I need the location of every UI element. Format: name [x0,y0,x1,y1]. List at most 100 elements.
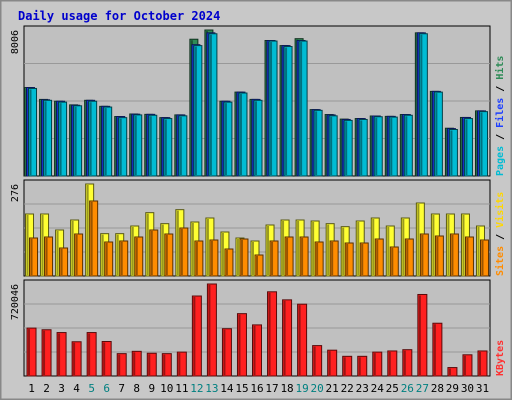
bar-shadow [116,234,119,275]
bar-shadow [420,34,423,175]
bar-visits-sites-16 [254,254,264,277]
bar-visits-sites-24 [374,238,384,277]
legend-separator: / [495,80,506,98]
bar-kbytes-kbytes-3 [56,332,67,377]
bar-hits-pages-25 [388,116,398,177]
bar-kbytes-kbytes-16 [252,324,262,377]
bar-shadow [316,243,319,275]
bar-shadow [283,300,286,375]
legend-hits: Pages / Files / Hits [494,56,506,176]
bar-shadow [466,238,469,275]
bar-shadow [403,350,406,375]
bar-shadow [376,240,379,275]
bar-shadow [462,215,465,275]
bar-hits-pages-30 [463,118,473,177]
bar-shadow [361,244,364,275]
bar-shadow [433,324,436,375]
bar-visits-sites-4 [74,233,84,277]
bar-shadow [206,219,209,275]
bar-kbytes-kbytes-9 [146,352,157,377]
bar-kbytes-kbytes-18 [282,299,293,377]
bar-shadow [255,101,257,175]
bar-kbytes-kbytes-28 [432,322,443,377]
bar-kbytes-kbytes-8 [131,350,142,377]
bar-kbytes-kbytes-6 [101,341,112,377]
bar-shadow [75,235,78,275]
bar-visits-sites-8 [134,236,144,277]
bar-kbytes-kbytes-29 [447,367,458,377]
day-label-11: 11 [175,382,188,395]
bar-kbytes-kbytes-12 [191,295,202,377]
bar-shadow [74,106,77,175]
bar-kbytes-kbytes-23 [357,355,368,377]
bar-shadow [421,235,424,275]
bar-shadow [131,227,134,275]
series-pages [28,33,488,177]
bar-shadow [118,354,121,375]
bar-shadow [327,224,330,275]
day-label-24: 24 [371,382,385,395]
bar-hits-pages-7 [118,117,128,177]
bar-shadow [73,342,76,375]
bar-shadow [418,295,421,375]
bar-visits-sites-17 [269,240,279,277]
bar-shadow [60,249,63,275]
day-labels: 1 2 3 4 5 6 7 8 9 10 11 12 13 14 15 16 17 18 19 20 21 22 23 24 2… [28,382,489,395]
bar-kbytes-kbytes-19 [297,303,308,377]
bar-shadow [86,185,89,275]
bar-shadow [238,314,241,375]
bar-shadow [56,231,59,275]
bar-hits-pages-22 [343,119,353,177]
bar-shadow [388,351,391,375]
bar-shadow [271,242,274,275]
bar-shadow [146,213,149,275]
legend-entry-hits: Hits [494,56,506,80]
bar-shadow [406,240,409,275]
bar-shadow [195,242,198,275]
day-label-23: 23 [356,382,369,395]
series-sites [29,200,489,277]
day-label-9: 9 [148,382,155,395]
chart-panels: 8006 Pages / Files / Hits 276 Sites / Visit… [10,25,506,377]
bar-kbytes-kbytes-22 [342,355,353,377]
bar-shadow [29,89,32,175]
bar-shadow [30,239,33,275]
bar-shadow [372,219,375,275]
legend-separator: / [495,128,506,146]
bar-shadow [179,116,182,175]
bar-shadow [268,292,271,375]
bar-hits-pages-19 [298,40,308,177]
bar-shadow [478,351,481,375]
day-label-29: 29 [446,382,459,395]
bar-kbytes-kbytes-10 [161,353,172,377]
bar-shadow [358,357,361,375]
bar-shadow [165,235,168,275]
bar-shadow [481,241,484,275]
bar-hits-pages-23 [358,118,368,177]
bar-kbytes-kbytes-17 [267,291,278,377]
bar-hits-pages-24 [373,116,383,177]
bar-hits-pages-1 [28,87,38,177]
bar-visits-sites-1 [29,237,39,277]
bar-kbytes-kbytes-4 [71,341,82,377]
bar-shadow [312,222,315,275]
day-label-31: 31 [476,382,489,395]
legend-visits: Sites / Visits [494,192,506,276]
bar-visits-sites-3 [59,247,69,277]
bar-visits-sites-10 [164,233,174,277]
bar-shadow [208,285,211,375]
day-label-30: 30 [461,382,474,395]
bar-visits-sites-29 [449,233,459,277]
legend-entry-pages: Pages [495,146,506,176]
bar-shadow [150,231,153,275]
bar-shadow [345,121,348,175]
bar-shadow [436,237,439,275]
bar-shadow [193,297,196,375]
bar-shadow [119,118,122,175]
day-label-19: 19 [295,382,308,395]
bar-shadow [447,215,450,275]
day-label-12: 12 [190,382,203,395]
bar-shadow [71,221,74,275]
legend-entry-sites: Sites [494,246,506,276]
